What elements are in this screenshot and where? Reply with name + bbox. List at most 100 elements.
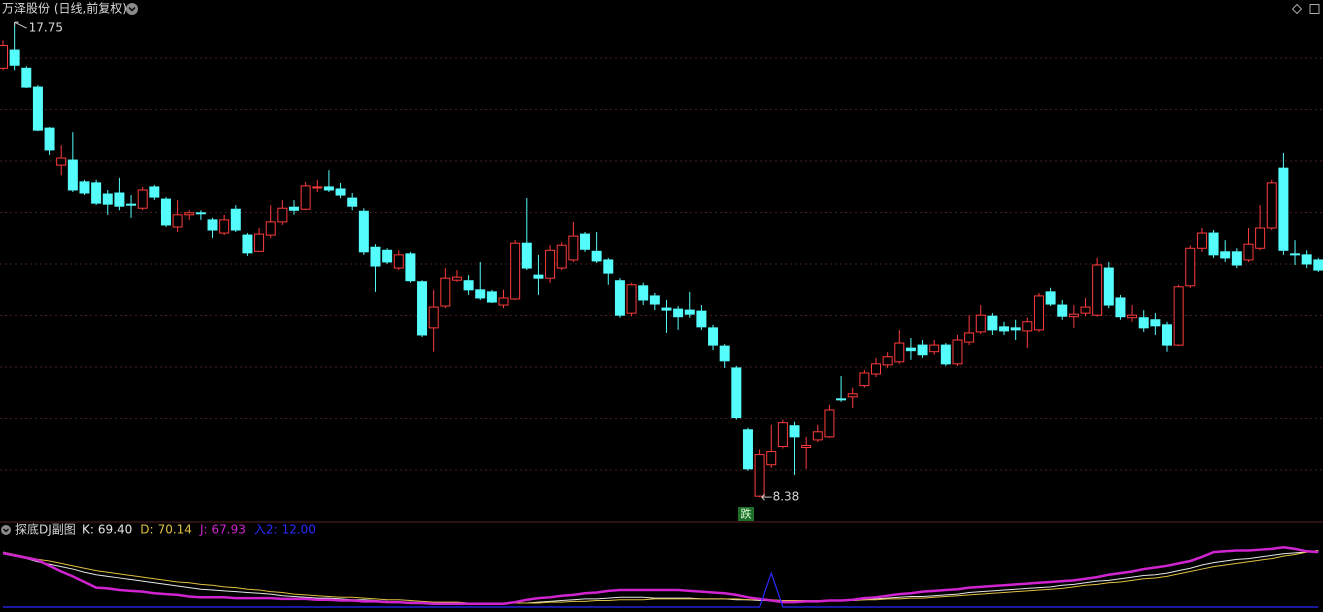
candle-body [882,356,893,366]
candle-body [32,86,43,131]
candle-body [149,186,160,198]
candle-body [510,242,521,300]
candle-body [79,181,90,194]
candle-body [836,398,847,401]
candle-body [265,221,276,236]
candle-body [1068,313,1079,318]
sub-menu-chevron [3,528,9,533]
candle-body [731,367,742,419]
candle-body [91,182,102,204]
candle-body [614,280,625,316]
candle-body [254,233,265,252]
candle-body [440,277,451,307]
candle-body [580,233,590,250]
candle-body [859,372,870,387]
diamond-button[interactable] [1291,3,1303,15]
candle-body [405,253,416,282]
min-label: 8.38 [773,490,800,504]
candle-body [393,254,404,269]
candle-body [1092,264,1103,316]
candle-body [21,67,32,88]
candle-body [556,244,567,269]
candle-body [1313,259,1323,271]
indicator-line [3,571,1319,608]
candle-body [894,342,905,363]
legend-name: J [199,523,204,537]
candle-body [1115,297,1126,318]
candle-body [1103,267,1114,306]
max-arrow [14,21,27,29]
candle-body [1150,319,1161,327]
candle-body [964,332,975,343]
candle-body [871,363,881,375]
candle-body [323,186,334,191]
candle-body [766,451,777,466]
candle-body [0,44,8,69]
candle-body [1022,321,1033,332]
candle-body [1010,327,1021,331]
candle-body [463,280,474,291]
candle-body [67,159,78,191]
legend-value: 12.00 [282,523,316,537]
candle-body [347,197,358,207]
candle-body [9,49,20,66]
candle-body [1033,295,1044,331]
legend-name: K [82,523,91,537]
candle-body [789,425,800,438]
sub-menu-button[interactable] [1,525,11,535]
candle-body [160,198,171,226]
candle-body [568,235,579,261]
candle-body [1057,304,1068,317]
candle-body [207,219,218,231]
candle-body [999,326,1010,332]
signal-label: 跌 [741,507,752,521]
candle-body [184,212,195,216]
legend-name: D [140,523,149,537]
candle-body [661,307,672,311]
candle-body [1290,253,1301,256]
candle-body [219,219,230,234]
candle-body [1208,232,1219,256]
candle-body [114,192,125,207]
candle-body [824,409,835,438]
candle-body [172,214,183,228]
candle-body [812,431,823,441]
candle-body [289,206,299,211]
candle-body [1231,251,1242,266]
menu-button[interactable] [126,3,138,15]
candle-body [1243,243,1254,261]
candle-body [940,344,951,365]
candle-body [370,246,381,267]
candle-body [987,315,998,331]
candle-body [673,308,684,318]
legend-delimiter: : [274,523,278,537]
window-button[interactable] [1309,4,1320,14]
chart-title: 万泽股份 (日线,前复权) [2,1,127,16]
candle-body [242,234,253,254]
candle-body [382,249,393,263]
candle-body [428,306,439,329]
candle-body [1196,232,1207,249]
candle-body [1185,247,1196,287]
candle-body [44,127,55,151]
candle-body [277,207,288,223]
candle-body [975,314,986,333]
candle-body [917,344,928,356]
max-label: 17.75 [29,21,63,35]
candle-body [498,297,509,306]
candle-body [545,249,556,279]
candle-body [300,185,311,210]
candle-body [126,203,137,206]
candle-body [312,186,323,189]
candle-body [102,193,113,205]
legend-value: 69.40 [98,523,132,537]
candle-body [708,327,719,346]
candle-body [451,276,462,281]
legend-delimiter: : [203,523,207,537]
indicator-line [2,550,1319,605]
candle-body [929,344,940,353]
candle-body [417,281,428,336]
